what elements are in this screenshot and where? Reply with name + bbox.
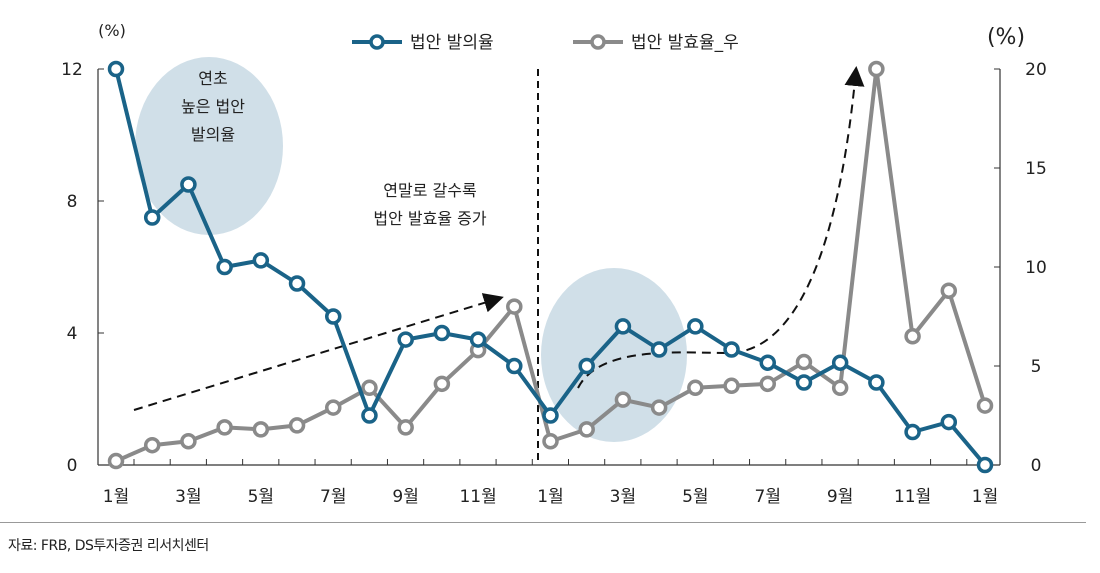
data-point-bill-proposal-rate <box>904 423 921 441</box>
data-point-bill-proposal-rate <box>795 374 813 391</box>
x-tick-label: 3월 <box>175 487 201 507</box>
data-point-bill-proposal-rate <box>469 331 487 348</box>
data-point-bill-proposal-rate <box>361 407 378 424</box>
highlight-ellipse-early-year <box>135 57 283 235</box>
right-tick-label: 20 <box>1025 60 1047 80</box>
legend-marker <box>590 34 606 50</box>
data-point-bill-enactment-rate <box>361 379 378 397</box>
data-point-bill-proposal-rate <box>180 176 197 193</box>
annotation-early-year-line: 발의율 <box>191 125 235 144</box>
trend-arrow-first-year <box>133 293 504 411</box>
data-point-bill-proposal-rate <box>687 318 704 335</box>
data-point-bill-proposal-rate <box>288 275 306 292</box>
data-point-bill-proposal-rate <box>723 341 740 358</box>
x-tick-label: 1월 <box>103 487 129 507</box>
x-tick-label: 1월 <box>537 487 563 507</box>
data-point-bill-proposal-rate <box>107 60 125 78</box>
data-point-bill-proposal-rate <box>216 258 233 276</box>
data-point-bill-enactment-rate <box>578 421 595 438</box>
x-tick-label: 3월 <box>610 487 636 507</box>
data-point-bill-enactment-rate <box>542 432 559 450</box>
annotation-early-year-line: 높은 법안 <box>181 97 245 116</box>
data-point-bill-enactment-rate <box>325 399 342 416</box>
data-point-bill-enactment-rate <box>180 432 197 450</box>
right-tick-label: 0 <box>1031 456 1042 476</box>
data-point-bill-proposal-rate <box>433 324 451 342</box>
data-point-bill-proposal-rate <box>759 354 776 371</box>
highlight-ellipse-second-year <box>541 268 687 442</box>
data-point-bill-proposal-rate <box>940 413 958 431</box>
data-point-bill-enactment-rate <box>107 452 125 470</box>
data-point-bill-enactment-rate <box>831 379 849 397</box>
data-point-bill-enactment-rate <box>795 353 813 371</box>
data-point-bill-enactment-rate <box>759 375 776 393</box>
trend-arrow-second-year <box>577 66 865 389</box>
x-tick-label: 9월 <box>392 487 418 507</box>
x-tick-label: 5월 <box>248 487 274 507</box>
data-point-bill-enactment-rate <box>397 419 414 436</box>
right-axis-unit: (%) <box>987 25 1025 50</box>
data-point-bill-enactment-rate <box>904 328 921 345</box>
data-point-bill-enactment-rate <box>976 397 994 414</box>
legend-label: 법안 발효율_우 <box>631 33 739 53</box>
data-point-bill-enactment-rate <box>614 391 632 408</box>
data-point-bill-proposal-rate <box>578 357 595 375</box>
data-point-bill-enactment-rate <box>506 298 523 315</box>
left-axis-unit: (%) <box>98 21 126 40</box>
annotation-year-end-line: 법안 발효율 증가 <box>373 209 486 228</box>
data-point-bill-proposal-rate <box>831 354 849 371</box>
left-tick-label: 8 <box>67 192 78 212</box>
data-point-bill-enactment-rate <box>687 379 704 397</box>
left-tick-label: 0 <box>67 456 78 476</box>
data-point-bill-proposal-rate <box>542 407 559 424</box>
right-tick-label: 5 <box>1031 357 1042 377</box>
data-point-bill-enactment-rate <box>868 60 885 78</box>
data-point-bill-proposal-rate <box>506 357 523 375</box>
x-tick-label: 7월 <box>320 487 346 507</box>
data-point-bill-enactment-rate <box>433 375 451 393</box>
x-tick-label: 11월 <box>894 487 931 507</box>
data-point-bill-proposal-rate <box>650 341 668 358</box>
data-point-bill-proposal-rate <box>143 209 161 226</box>
right-tick-label: 10 <box>1025 258 1047 278</box>
data-point-bill-enactment-rate <box>723 377 740 395</box>
data-point-bill-enactment-rate <box>288 417 306 434</box>
data-point-bill-proposal-rate <box>397 331 414 348</box>
annotation-year-end-line: 연말로 갈수록 <box>383 181 476 200</box>
legend-label: 법안 발의율 <box>410 33 494 53</box>
data-point-bill-enactment-rate <box>650 399 668 416</box>
data-point-bill-enactment-rate <box>252 421 270 438</box>
source-divider <box>0 522 1086 523</box>
data-point-bill-enactment-rate <box>216 419 233 436</box>
source-note: 자료: FRB, DS투자증권 리서치센터 <box>8 538 209 554</box>
x-tick-label: 11월 <box>459 487 496 507</box>
data-point-bill-proposal-rate <box>614 318 632 335</box>
data-point-bill-proposal-rate <box>976 456 994 474</box>
x-tick-label: 1월 <box>972 487 998 507</box>
annotation-early-year-line: 연초 <box>198 69 227 88</box>
left-tick-label: 4 <box>67 324 78 344</box>
x-tick-label: 9월 <box>827 487 853 507</box>
x-tick-label: 7월 <box>755 487 781 507</box>
data-point-bill-proposal-rate <box>325 308 342 325</box>
data-point-bill-enactment-rate <box>940 282 958 300</box>
right-tick-label: 15 <box>1025 159 1047 179</box>
data-point-bill-proposal-rate <box>868 374 885 391</box>
data-point-bill-proposal-rate <box>252 252 270 269</box>
left-tick-label: 12 <box>61 60 83 80</box>
legend-marker <box>369 34 385 50</box>
x-tick-label: 5월 <box>682 487 708 507</box>
data-point-bill-enactment-rate <box>143 436 161 454</box>
